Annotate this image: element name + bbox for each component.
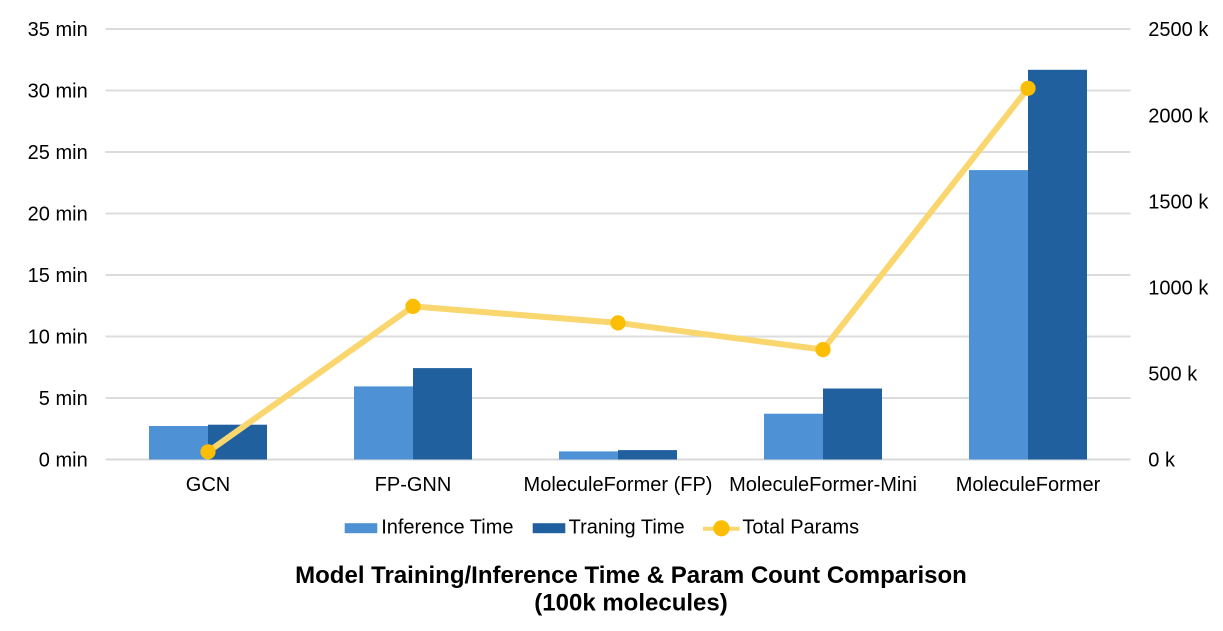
svg-text:2000 k: 2000 k (1148, 105, 1209, 127)
svg-text:Traning Time: Traning Time (569, 516, 685, 538)
svg-text:500 k: 500 k (1148, 364, 1198, 386)
svg-text:20 min: 20 min (28, 204, 88, 226)
svg-text:0 k: 0 k (1148, 450, 1176, 472)
svg-text:2500 k: 2500 k (1148, 19, 1209, 41)
svg-text:Model Training/Inference Time: Model Training/Inference Time & Param Co… (295, 562, 967, 589)
svg-text:1000 k: 1000 k (1148, 278, 1209, 300)
svg-text:30 min: 30 min (28, 81, 88, 103)
svg-text:(100k molecules): (100k molecules) (534, 590, 727, 617)
svg-text:Total Params: Total Params (742, 516, 859, 538)
svg-text:1500 k: 1500 k (1148, 191, 1209, 213)
svg-text:10 min: 10 min (28, 327, 88, 349)
svg-text:35 min: 35 min (28, 19, 88, 41)
svg-text:5 min: 5 min (39, 388, 88, 410)
svg-text:Inference Time: Inference Time (381, 516, 513, 538)
svg-text:MoleculeFormer-Mini: MoleculeFormer-Mini (729, 474, 917, 496)
svg-text:25 min: 25 min (28, 142, 88, 164)
svg-text:15 min: 15 min (28, 265, 88, 287)
svg-text:MoleculeFormer (FP): MoleculeFormer (FP) (524, 474, 713, 496)
svg-text:0 min: 0 min (39, 450, 88, 472)
svg-text:GCN: GCN (186, 474, 230, 496)
svg-text:MoleculeFormer: MoleculeFormer (956, 474, 1101, 496)
svg-text:FP-GNN: FP-GNN (375, 474, 452, 496)
